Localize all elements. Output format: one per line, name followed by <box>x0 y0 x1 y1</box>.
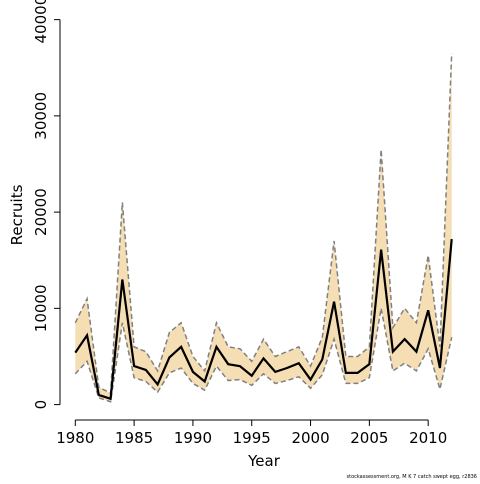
estimate-line <box>74 238 453 401</box>
x-tick-label: 2000 <box>291 429 329 447</box>
y-tick-label: 30000 <box>32 92 50 140</box>
x-axis-label: Year <box>247 452 281 470</box>
x-tick-label: 2010 <box>409 429 447 447</box>
y-tick-label: 40000 <box>32 0 50 43</box>
x-tick-label: 1985 <box>115 429 153 447</box>
upper-bound <box>74 53 453 395</box>
y-axis-label: Recruits <box>8 184 26 245</box>
y-tick-label: 0 <box>32 400 50 410</box>
x-tick-label: 2005 <box>350 429 388 447</box>
y-tick-label: 10000 <box>32 284 50 332</box>
lower-bound <box>74 308 453 403</box>
x-tick-label: 1980 <box>56 429 94 447</box>
x-tick-label: 1990 <box>174 429 212 447</box>
footnote: stockassessment.org, M K 7 catch swept e… <box>347 474 478 480</box>
x-tick-label: 1995 <box>233 429 271 447</box>
y-tick-label: 20000 <box>32 188 50 236</box>
